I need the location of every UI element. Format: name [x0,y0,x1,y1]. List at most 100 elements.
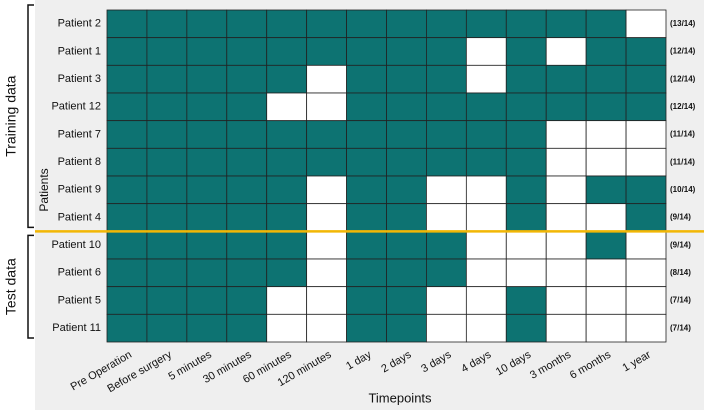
cell [346,203,387,232]
cell [146,9,188,39]
cell [106,9,148,39]
y-axis-title: Patients [37,168,51,211]
cell [226,258,268,288]
cell [465,203,507,232]
cell [146,313,188,343]
cell [346,147,387,177]
cell [106,230,148,260]
group-label: Training data [3,75,19,156]
cell [346,37,387,66]
cell [585,203,627,232]
cell [625,313,667,343]
cell [465,9,507,39]
row-label: Patient 7 [58,128,101,140]
cell [426,230,467,260]
cell [426,92,467,122]
cell [545,120,587,149]
cell [186,175,228,205]
cell [585,147,627,177]
cell [186,286,228,315]
cell [585,37,627,66]
cell [186,230,228,260]
cell [306,147,347,177]
cell [106,147,148,177]
cell [146,120,188,149]
cell [306,64,347,94]
cell [426,37,467,66]
cell [226,120,268,149]
row-label: Patient 9 [58,184,101,196]
count-label: (9/14) [670,213,691,222]
cell [226,313,268,343]
cell [625,92,667,122]
cell [386,120,427,149]
cell [266,175,308,205]
cell [346,120,387,149]
cell [625,147,667,177]
cell [306,37,347,66]
cell [465,258,507,288]
cell [146,147,188,177]
cell [226,92,268,122]
group-label: Test data [3,258,19,315]
cell [505,37,547,66]
cell [386,230,427,260]
cell [226,230,268,260]
count-label: (13/14) [670,19,696,28]
cell [266,37,308,66]
cell [465,120,507,149]
cell [625,286,667,315]
row-label: Patient 6 [58,267,101,279]
cell [585,92,627,122]
cell [505,120,547,149]
cell [146,175,188,205]
cell [545,313,587,343]
count-label: (10/14) [670,185,696,194]
count-label: (12/14) [670,102,696,111]
cell [386,203,427,232]
cell [426,175,467,205]
cell [585,64,627,94]
cell [585,230,627,260]
cell [426,147,467,177]
cell [386,147,427,177]
cell [146,92,188,122]
cell [266,147,308,177]
cell [545,258,587,288]
cell [426,9,467,39]
cell [465,230,507,260]
cell [226,286,268,315]
cell [585,258,627,288]
cell [465,92,507,122]
count-label: (8/14) [670,268,691,277]
cell [106,203,148,232]
cell [625,64,667,94]
cell [545,230,587,260]
cell [386,286,427,315]
cell [505,258,547,288]
cell [266,64,308,94]
count-label: (11/14) [670,130,695,139]
cell [346,258,387,288]
cell [266,230,308,260]
cell [426,120,467,149]
x-axis-title: Timepoints [368,390,432,405]
cell [226,203,268,232]
cell [266,92,308,122]
cell [146,37,188,66]
cell [625,37,667,66]
cell [505,286,547,315]
cell [545,9,587,39]
cell [505,230,547,260]
cell [346,64,387,94]
cell [266,313,308,343]
cell [465,37,507,66]
cell [306,120,347,149]
cell [266,203,308,232]
cell [226,9,268,39]
cell [545,203,587,232]
group-bracket [27,4,34,229]
row-label: Patient 1 [58,45,101,57]
cell [186,92,228,122]
